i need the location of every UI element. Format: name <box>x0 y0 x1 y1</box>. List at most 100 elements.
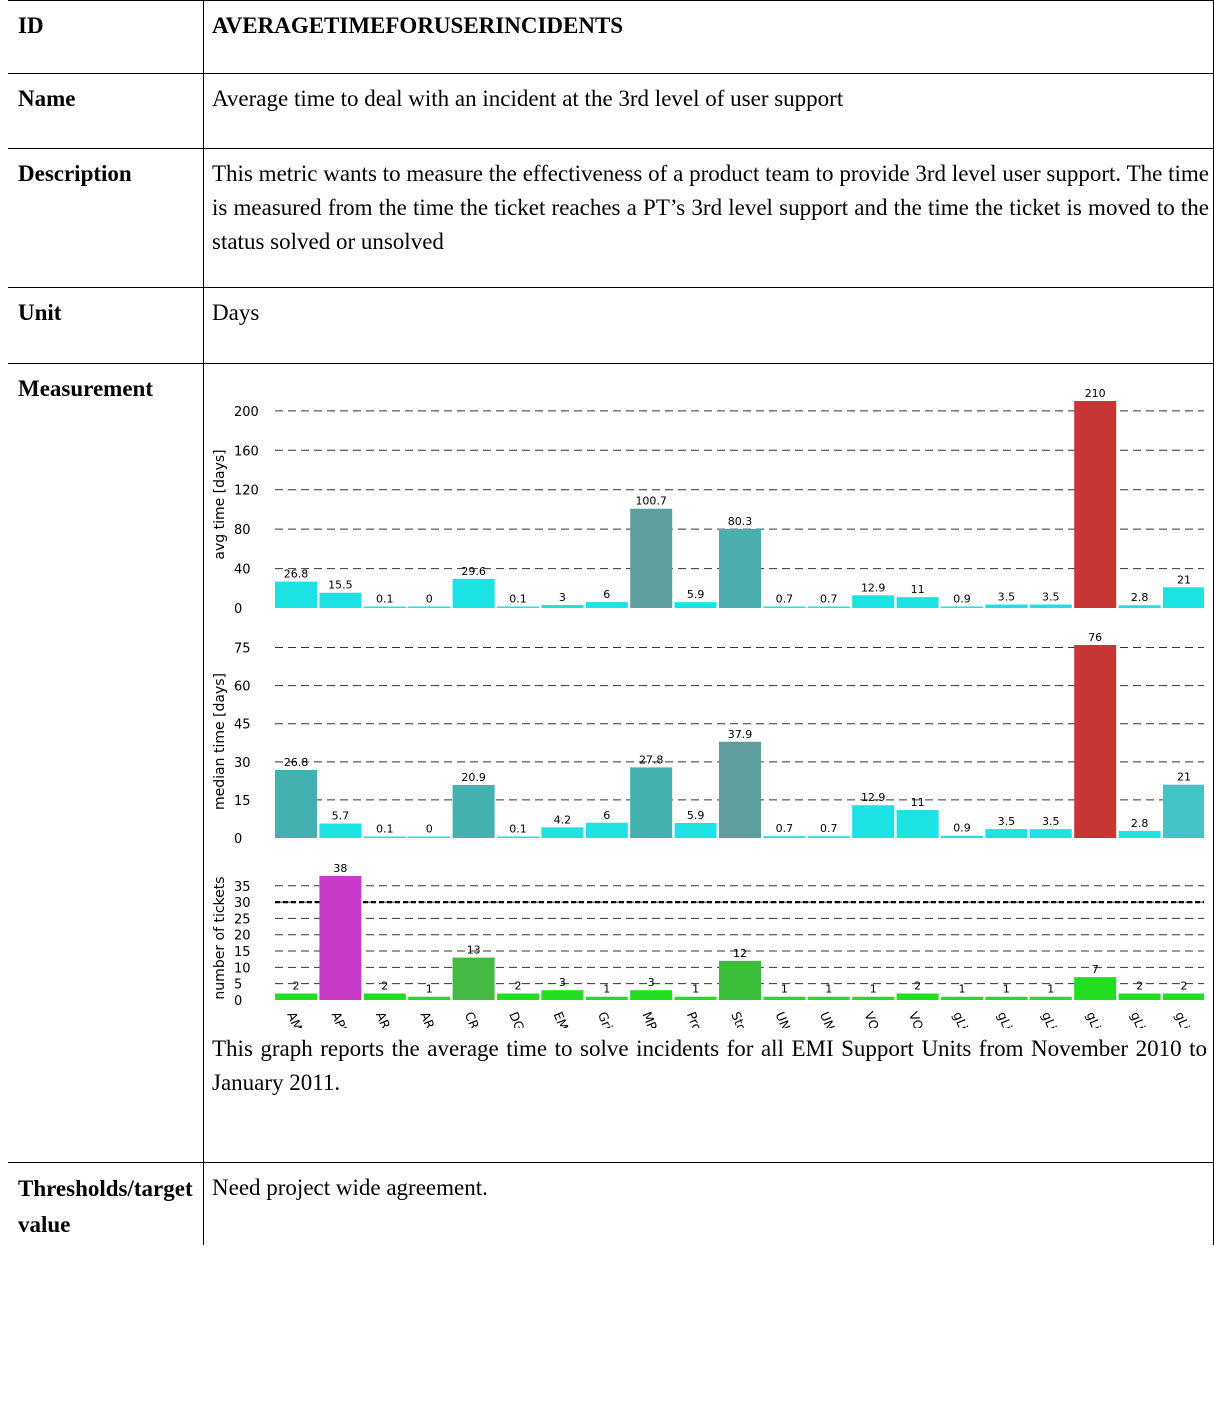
bar-value-label: 3 <box>559 976 566 989</box>
bar-value-label: 38 <box>333 862 347 875</box>
bar <box>807 836 850 838</box>
thresholds-label: Thresholds/target value <box>8 1162 204 1245</box>
bar <box>275 993 317 1000</box>
y-tick-label: 20 <box>234 929 251 944</box>
bar-value-label: 76 <box>1088 631 1102 644</box>
unit-value: Days <box>203 287 1214 364</box>
bar <box>674 602 717 608</box>
unit-label: Unit <box>8 287 204 364</box>
bar-value-label: 5.7 <box>332 810 350 823</box>
y-axis-title: median time [days] <box>212 673 228 810</box>
bar-value-label: 26.8 <box>284 756 309 769</box>
bar <box>1163 784 1204 838</box>
x-tick-label: MPI <box>639 1010 661 1028</box>
bar <box>1118 605 1161 608</box>
y-tick-label: 15 <box>234 945 251 960</box>
bar-value-label: 6 <box>603 588 610 601</box>
bar-value-label: 7 <box>1092 963 1099 976</box>
row-thresholds: Thresholds/target value Need project wid… <box>8 1162 1214 1245</box>
bar-value-label: 2 <box>1181 979 1188 992</box>
bar-value-label: 15.5 <box>328 579 353 592</box>
id-label: ID <box>8 0 204 74</box>
bar-value-label: 100.7 <box>635 495 667 508</box>
y-tick-label: 0 <box>234 602 242 617</box>
bar <box>363 836 406 838</box>
y-tick-label: 40 <box>234 563 251 578</box>
x-tick-label: ARGUS <box>417 1010 447 1028</box>
bar <box>630 990 673 1000</box>
bar <box>497 836 539 838</box>
bar <box>896 993 939 1000</box>
bar <box>941 996 983 1000</box>
x-tick-label: Proxyrenewal <box>684 1010 729 1028</box>
thresholds-value: Need project wide agreement. <box>203 1162 1214 1245</box>
bar <box>896 597 939 608</box>
bar-value-label: 4.2 <box>554 813 572 826</box>
bar-value-label: 0.7 <box>776 822 794 835</box>
bar <box>852 805 895 838</box>
x-tick-label: gLite WMS <box>1128 1010 1167 1028</box>
bar-value-label: 21 <box>1177 573 1191 586</box>
bar <box>363 993 406 1000</box>
bar <box>852 996 895 1000</box>
bar-value-label: 0.1 <box>509 823 527 836</box>
bar <box>763 606 806 608</box>
bar-value-label: 0.9 <box>953 593 971 606</box>
bar <box>497 993 539 1000</box>
bar <box>1163 993 1204 1000</box>
measurement-cell: 0 40 80 120 160 200 avg time [days] 26.8 15.5 0.1… <box>203 363 1214 1163</box>
bar-value-label: 210 <box>1085 387 1106 400</box>
bar <box>497 606 539 608</box>
x-tick-label: gLite Security <box>1083 1010 1129 1028</box>
bar-value-label: 5.9 <box>687 588 705 601</box>
y-tick-label: 0 <box>234 832 242 847</box>
y-tick-label: 80 <box>234 523 251 538</box>
x-tick-label: gLite Yaim Core <box>1172 1010 1204 1028</box>
bar <box>763 996 806 1000</box>
bar-value-label: 1 <box>1047 983 1054 996</box>
bar <box>275 581 317 608</box>
bar <box>585 602 628 608</box>
row-unit: Unit Days <box>8 287 1214 364</box>
bar-value-label: 12 <box>733 947 747 960</box>
y-tick-label: 200 <box>234 405 259 420</box>
x-tick-label: gLite Hydra <box>950 1010 991 1028</box>
bar <box>941 606 983 608</box>
bar <box>852 595 895 608</box>
bar-value-label: 2 <box>293 979 300 992</box>
bar <box>319 592 362 608</box>
bar <box>408 606 451 608</box>
x-tick-label: ARC <box>373 1010 397 1028</box>
bar-value-label: 1 <box>603 983 610 996</box>
bar <box>941 835 983 838</box>
name-value: Average time to deal with an incident at… <box>203 73 1214 149</box>
y-axis-title: avg time [days] <box>212 449 228 559</box>
bar-value-label: 3.5 <box>1042 591 1060 604</box>
x-tick-label: VOMS-Admin <box>906 1010 950 1028</box>
bar <box>363 606 406 608</box>
row-name: Name Average time to deal with an incide… <box>8 73 1214 149</box>
bar <box>408 996 451 1000</box>
measurement-label: Measurement <box>8 363 204 1163</box>
bar-value-label: 1 <box>959 983 966 996</box>
x-tick-label: UNICORE-Client <box>773 1010 824 1028</box>
bar <box>1118 830 1161 838</box>
x-tick-label: EMI <box>551 1010 573 1028</box>
bar-value-label: 2.8 <box>1131 817 1149 830</box>
bar-value-label: 0.7 <box>820 822 838 835</box>
y-tick-label: 30 <box>234 756 251 771</box>
bar <box>541 605 584 608</box>
x-tick-label: APEL <box>329 1010 355 1028</box>
y-tick-label: 120 <box>234 484 259 499</box>
bar <box>1074 645 1117 838</box>
row-description: Description This metric wants to measure… <box>8 148 1214 288</box>
bar <box>763 836 806 838</box>
y-tick-label: 75 <box>234 642 251 657</box>
bar <box>452 784 495 838</box>
y-tick-label: 5 <box>234 978 242 993</box>
y-tick-label: 25 <box>234 912 251 927</box>
bar-value-label: 12.9 <box>861 791 886 804</box>
bar-value-label: 13 <box>467 944 481 957</box>
bar <box>719 960 761 1000</box>
